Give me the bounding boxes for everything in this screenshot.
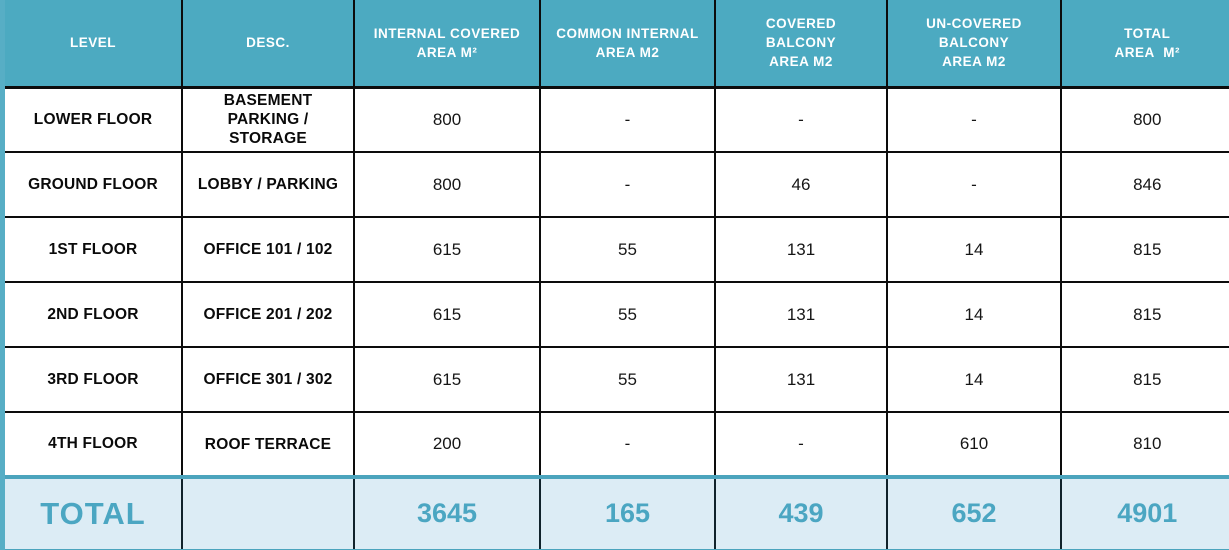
cell-desc: OFFICE 201 / 202 [181, 281, 355, 348]
cell-common-internal: 55 [539, 346, 716, 413]
header-label-line: COVERED [765, 16, 837, 32]
cell-level: 1ST FLOOR [5, 216, 183, 283]
cell-total-area: 815 [1060, 281, 1229, 348]
header-row: LEVEL DESC. INTERNAL COVERED AREA M² COM… [5, 0, 1229, 89]
header-cell-internal-covered: INTERNAL COVERED AREA M² [353, 0, 541, 89]
header-label-line: AREA M2 [942, 54, 1006, 70]
cell-uncovered-balcony: 610 [886, 411, 1062, 478]
desc-line: PARKING / [227, 111, 309, 129]
header-label-line: COMMON INTERNAL [556, 25, 699, 41]
total-desc-empty [181, 475, 355, 550]
cell-common-internal: 55 [539, 216, 716, 283]
cell-covered-balcony: - [714, 411, 888, 478]
cell-desc: OFFICE 101 / 102 [181, 216, 355, 283]
desc-line: ROOF TERRACE [204, 435, 332, 453]
cell-level: 2ND FLOOR [5, 281, 183, 348]
cell-uncovered-balcony: - [886, 86, 1062, 153]
table-row-2nd-floor: 2ND FLOOR OFFICE 201 / 202 615 55 131 14… [5, 281, 1229, 348]
table-body: LOWER FLOOR BASEMENT PARKING / STORAGE 8… [5, 86, 1229, 550]
cell-covered-balcony: 131 [714, 216, 888, 283]
header-label-line: UN-COVERED [926, 16, 1022, 32]
cell-internal-covered: 800 [353, 151, 541, 218]
table-row-ground-floor: GROUND FLOOR LOBBY / PARKING 800 - 46 - … [5, 151, 1229, 218]
cell-total-area: 810 [1060, 411, 1229, 478]
desc-line: OFFICE 101 / 102 [203, 241, 333, 258]
table-row-lower-floor: LOWER FLOOR BASEMENT PARKING / STORAGE 8… [5, 86, 1229, 153]
cell-internal-covered: 615 [353, 216, 541, 283]
total-internal-covered: 3645 [353, 475, 541, 550]
cell-desc: LOBBY / PARKING [181, 151, 355, 218]
table-row-3rd-floor: 3RD FLOOR OFFICE 301 / 302 615 55 131 14… [5, 346, 1229, 413]
cell-uncovered-balcony: 14 [886, 346, 1062, 413]
header-label-line: TOTAL [1124, 25, 1171, 41]
desc-line: LOBBY / PARKING [197, 176, 339, 193]
cell-desc: OFFICE 301 / 302 [181, 346, 355, 413]
cell-total-area: 815 [1060, 346, 1229, 413]
cell-total-area: 800 [1060, 86, 1229, 153]
cell-level: LOWER FLOOR [5, 86, 183, 153]
header-cell-uncovered-balcony: UN-COVERED BALCONY AREA M2 [886, 0, 1062, 89]
header-label-line: BALCONY [765, 35, 837, 51]
header-cell-covered-balcony: COVERED BALCONY AREA M2 [714, 0, 888, 89]
cell-internal-covered: 615 [353, 281, 541, 348]
cell-common-internal: - [539, 151, 716, 218]
header-cell-desc: DESC. [181, 0, 355, 89]
floor-areas-table: LEVEL DESC. INTERNAL COVERED AREA M² COM… [5, 0, 1229, 550]
cell-common-internal: - [539, 411, 716, 478]
total-uncovered-balcony: 652 [886, 475, 1062, 550]
total-area: 4901 [1060, 475, 1229, 550]
cell-total-area: 846 [1060, 151, 1229, 218]
cell-covered-balcony: - [714, 86, 888, 153]
table-row-total: TOTAL 3645 165 439 652 4901 [5, 475, 1229, 550]
header-label: DESC. [246, 35, 290, 51]
cell-covered-balcony: 131 [714, 346, 888, 413]
total-label: TOTAL [5, 475, 183, 550]
header-label-line: INTERNAL COVERED [373, 25, 521, 41]
cell-internal-covered: 200 [353, 411, 541, 478]
header-label-line: AREA M2 [595, 44, 660, 60]
desc-line: OFFICE 301 / 302 [203, 371, 333, 388]
header-label-line: AREA M² [416, 44, 478, 60]
desc-line: STORAGE [229, 130, 307, 148]
desc-line: BASEMENT [223, 92, 313, 110]
cell-common-internal: - [539, 86, 716, 153]
cell-uncovered-balcony: - [886, 151, 1062, 218]
cell-desc: ROOF TERRACE [181, 411, 355, 478]
cell-level: 3RD FLOOR [5, 346, 183, 413]
cell-total-area: 815 [1060, 216, 1229, 283]
cell-desc: BASEMENT PARKING / STORAGE [181, 86, 355, 153]
table-row-4th-floor: 4TH FLOOR ROOF TERRACE 200 - - 610 810 [5, 411, 1229, 478]
header-label-line: BALCONY [938, 35, 1010, 51]
table-header: LEVEL DESC. INTERNAL COVERED AREA M² COM… [5, 0, 1229, 89]
cell-covered-balcony: 46 [714, 151, 888, 218]
cell-level: 4TH FLOOR [5, 411, 183, 478]
header-label: LEVEL [69, 35, 116, 51]
cell-covered-balcony: 131 [714, 281, 888, 348]
table-row-1st-floor: 1ST FLOOR OFFICE 101 / 102 615 55 131 14… [5, 216, 1229, 283]
cell-internal-covered: 800 [353, 86, 541, 153]
desc-line: OFFICE 201 / 202 [203, 306, 333, 323]
cell-uncovered-balcony: 14 [886, 216, 1062, 283]
header-cell-level: LEVEL [5, 0, 183, 89]
header-cell-total-area: TOTAL AREA M² [1060, 0, 1229, 89]
total-common-internal: 165 [539, 475, 716, 550]
header-label-line: AREA M2 [769, 54, 833, 70]
cell-uncovered-balcony: 14 [886, 281, 1062, 348]
total-covered-balcony: 439 [714, 475, 888, 550]
header-label-line: AREA M² [1114, 44, 1180, 60]
header-cell-common-internal: COMMON INTERNAL AREA M2 [539, 0, 716, 89]
cell-level: GROUND FLOOR [5, 151, 183, 218]
cell-internal-covered: 615 [353, 346, 541, 413]
cell-common-internal: 55 [539, 281, 716, 348]
